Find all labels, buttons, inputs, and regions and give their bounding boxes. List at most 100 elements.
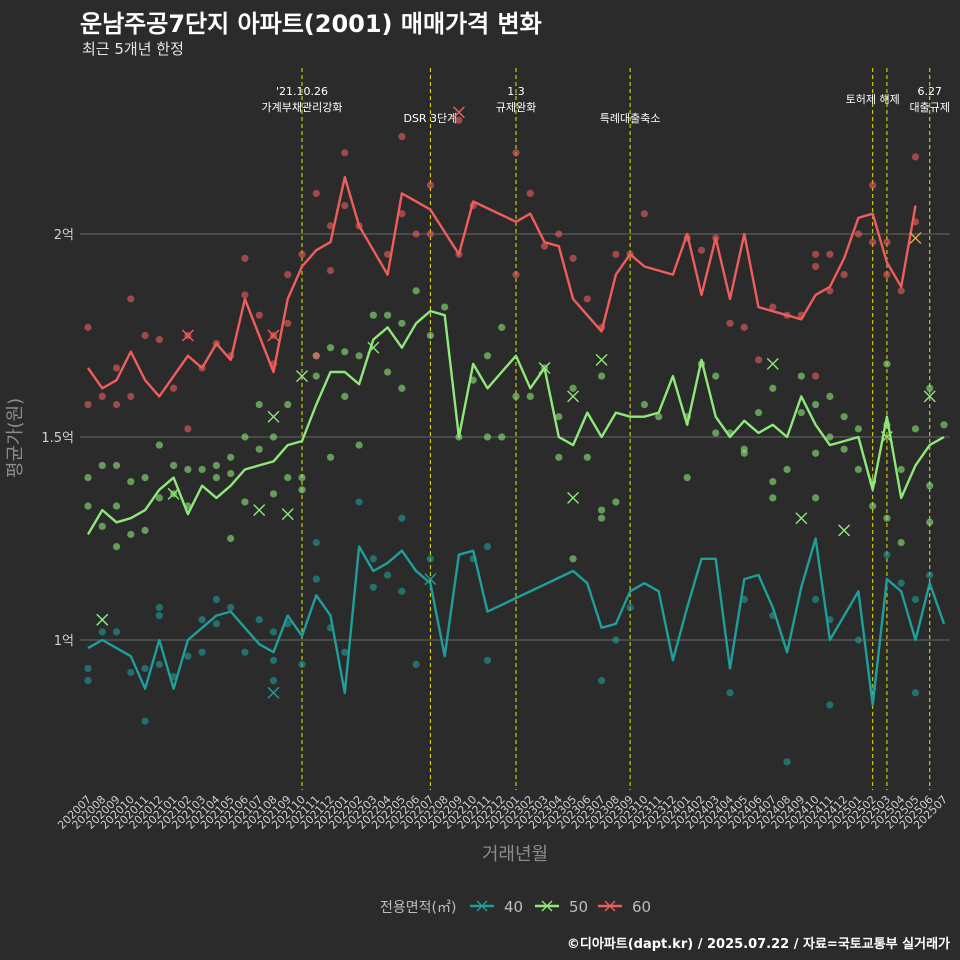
scatter-point-60 — [512, 271, 520, 279]
scatter-point-40 — [826, 701, 834, 709]
scatter-point-50 — [170, 461, 178, 470]
y-tick-label: 1억 — [54, 634, 74, 649]
scatter-point-50 — [326, 453, 335, 461]
scatter-point-40 — [84, 664, 92, 673]
scatter-point-50 — [127, 478, 135, 486]
scatter-point-50 — [812, 400, 820, 409]
x-marker-50 — [766, 357, 779, 370]
scatter-point-50 — [384, 311, 392, 319]
scatter-point-40 — [98, 628, 106, 636]
scatter-point-60 — [754, 356, 763, 364]
scatter-point-40 — [483, 543, 492, 551]
source-credit: ©디아파트(dapt.kr) / 2025.07.22 / 자료=국토교통부 실… — [566, 937, 950, 952]
scatter-point-40 — [341, 648, 349, 656]
scatter-point-50 — [612, 498, 620, 506]
scatter-point-40 — [854, 636, 863, 644]
x-marker-50 — [567, 491, 580, 504]
scatter-point-50 — [569, 555, 577, 563]
scatter-point-60 — [812, 250, 820, 258]
scatter-point-40 — [227, 603, 235, 612]
event-label: 규제완화 — [496, 101, 536, 114]
scatter-point-60 — [726, 319, 734, 327]
scatter-point-50 — [412, 287, 420, 295]
event-label: 6.27 — [917, 85, 942, 98]
scatter-point-60 — [583, 295, 591, 303]
chart-subtitle: 최근 5개년 한정 — [82, 40, 184, 58]
scatter-point-50 — [526, 392, 534, 400]
scatter-point-50 — [398, 384, 406, 392]
scatter-point-60 — [98, 392, 106, 400]
scatter-point-40 — [255, 616, 263, 624]
scatter-point-60 — [812, 372, 820, 380]
scatter-point-40 — [141, 664, 149, 673]
scatter-point-60 — [826, 250, 834, 258]
x-marker-50 — [267, 410, 280, 423]
scatter-point-50 — [840, 413, 848, 421]
scatter-point-60 — [812, 262, 820, 271]
scatter-point-50 — [555, 453, 563, 461]
scatter-point-50 — [284, 400, 292, 409]
scatter-point-50 — [298, 474, 306, 482]
scatter-point-60 — [398, 210, 406, 218]
scatter-point-50 — [155, 494, 163, 502]
scatter-point-50 — [355, 441, 363, 449]
scatter-point-40 — [198, 648, 206, 656]
scatter-point-50 — [212, 461, 220, 470]
scatter-point-40 — [398, 587, 406, 595]
scatter-point-40 — [369, 555, 377, 563]
x-marker-60 — [267, 329, 280, 342]
scatter-point-40 — [127, 668, 135, 677]
x-marker-50 — [567, 390, 580, 403]
legend-label-60: 60 — [632, 898, 651, 916]
scatter-point-40 — [783, 758, 791, 766]
scatter-point-50 — [255, 445, 263, 453]
scatter-point-60 — [426, 181, 434, 189]
event-label: 특례대출축소 — [600, 112, 661, 125]
x-marker-40 — [267, 686, 280, 699]
scatter-point-50 — [241, 433, 249, 441]
scatter-point-50 — [426, 331, 434, 340]
scatter-point-40 — [312, 538, 320, 547]
x-marker-50 — [595, 353, 608, 366]
scatter-point-50 — [883, 360, 891, 368]
y-tick-label: 1.5억 — [41, 431, 74, 446]
scatter-point-50 — [926, 384, 934, 392]
scatter-point-50 — [341, 392, 349, 400]
scatter-point-50 — [369, 311, 377, 319]
scatter-point-40 — [269, 677, 278, 685]
scatter-point-50 — [812, 494, 820, 502]
scatter-point-60 — [127, 295, 135, 303]
x-marker-50 — [96, 613, 109, 626]
scatter-point-60 — [426, 230, 434, 238]
scatter-point-60 — [112, 400, 121, 409]
scatter-point-60 — [854, 230, 863, 238]
scatter-point-60 — [112, 364, 121, 372]
scatter-point-40 — [897, 579, 905, 587]
scatter-point-50 — [569, 384, 577, 392]
scatter-point-50 — [869, 502, 877, 510]
scatter-point-50 — [926, 482, 934, 490]
scatter-point-60 — [84, 400, 92, 409]
scatter-point-60 — [697, 246, 706, 254]
legend-label-50: 50 — [569, 898, 588, 916]
scatter-point-50 — [155, 441, 163, 449]
scatter-point-50 — [112, 543, 121, 551]
scatter-point-50 — [298, 486, 306, 494]
event-label: DSR 3단계 — [403, 112, 457, 125]
scatter-point-40 — [269, 656, 278, 664]
x-axis-title: 거래년월 — [482, 844, 548, 865]
scatter-point-50 — [812, 449, 820, 457]
x-marker-50 — [880, 431, 893, 443]
scatter-point-40 — [112, 628, 121, 636]
scatter-point-60 — [184, 425, 192, 433]
scatter-point-60 — [398, 132, 406, 141]
scatter-point-60 — [84, 323, 92, 331]
scatter-point-40 — [241, 648, 249, 656]
scatter-point-60 — [312, 189, 320, 197]
scatter-point-60 — [241, 291, 249, 299]
legend-key-marker-50 — [541, 900, 553, 912]
scatter-point-50 — [341, 348, 349, 356]
scatter-point-60 — [840, 271, 848, 279]
scatter-point-40 — [726, 689, 734, 697]
scatter-point-50 — [783, 465, 791, 474]
